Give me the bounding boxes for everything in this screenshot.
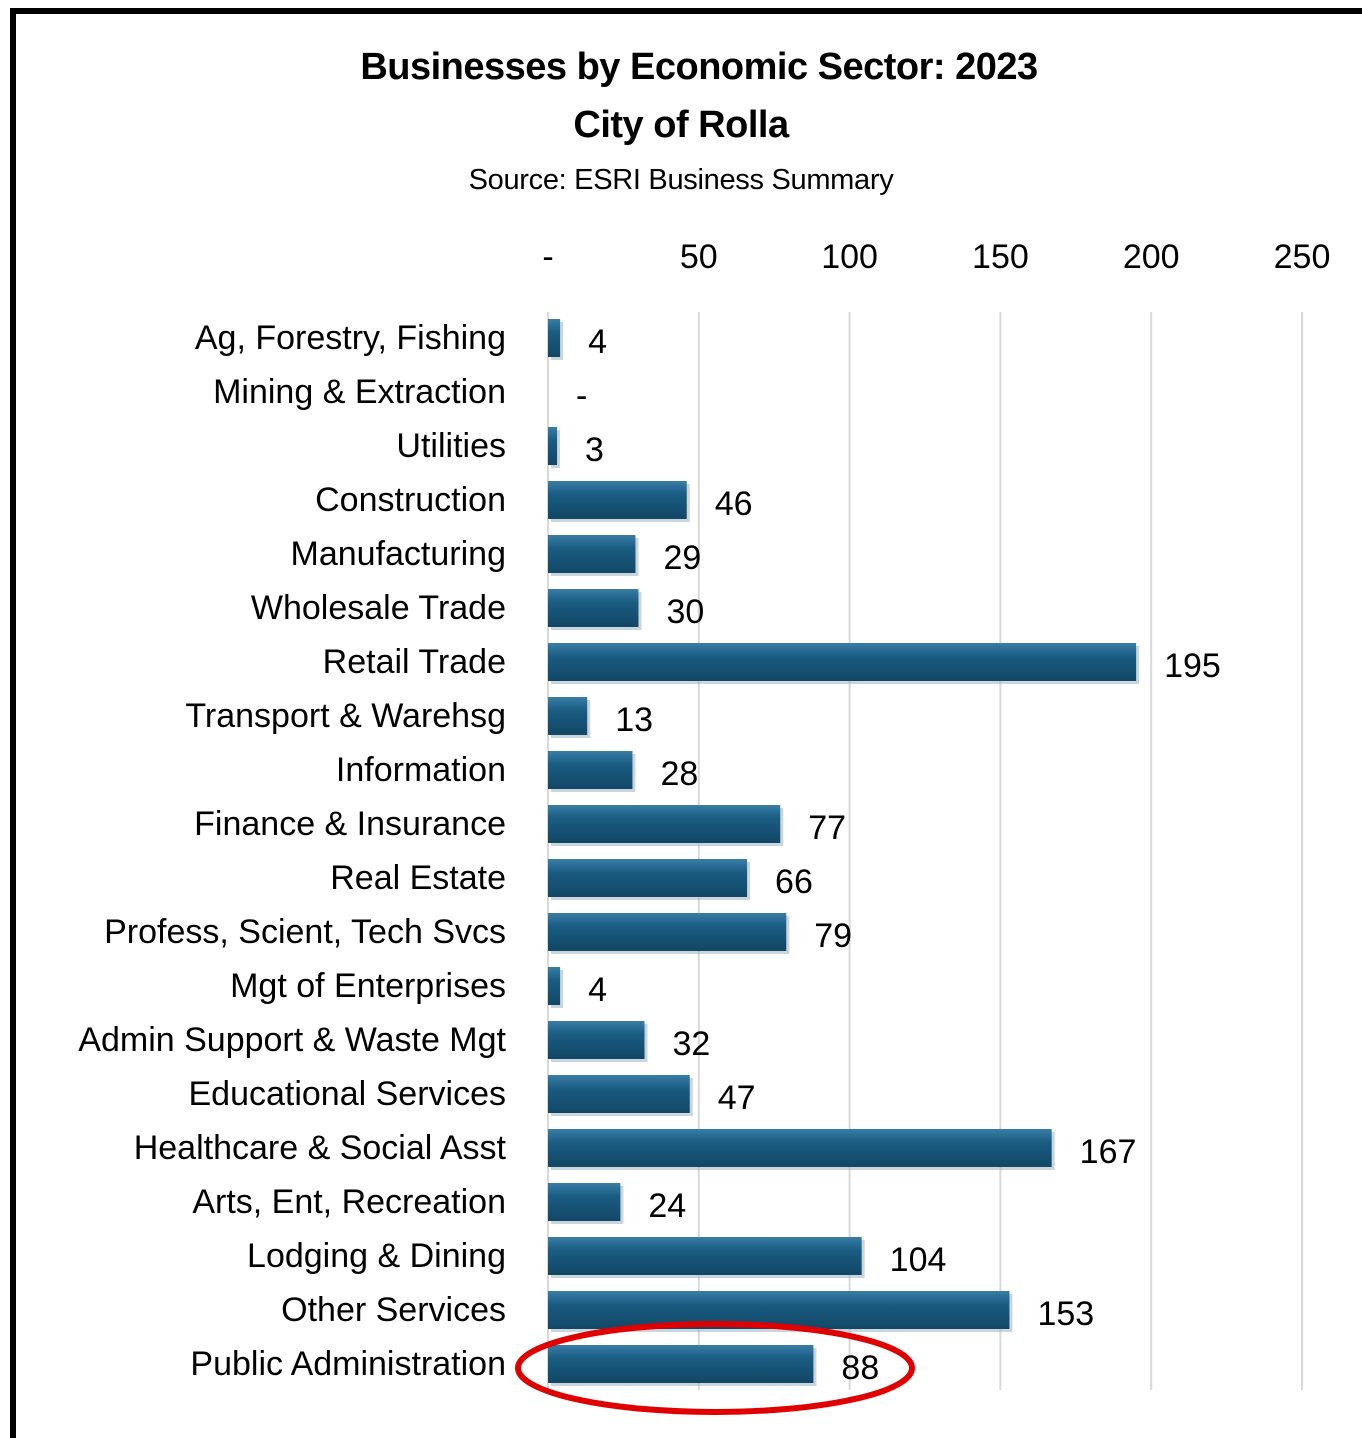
category-label: Wholesale Trade (251, 589, 506, 627)
bar (548, 427, 558, 465)
bar (548, 913, 787, 951)
value-label: 4 (588, 971, 607, 1009)
chart-source: Source: ESRI Business Summary (468, 164, 894, 196)
bar (548, 643, 1137, 681)
bars (548, 319, 1140, 1386)
category-label: Admin Support & Waste Mgt (78, 1021, 506, 1059)
category-label: Transport & Warehsg (185, 697, 506, 735)
category-label: Manufacturing (291, 535, 506, 573)
category-label: Educational Services (188, 1075, 506, 1113)
gridlines (547, 312, 1303, 1390)
value-label: 24 (648, 1187, 686, 1225)
value-label: 30 (666, 593, 704, 631)
bar (548, 967, 561, 1005)
category-label: Utilities (396, 427, 506, 465)
bar (548, 1291, 1010, 1329)
bar (548, 319, 561, 357)
category-label: Profess, Scient, Tech Svcs (104, 913, 506, 951)
x-tick-label: 250 (1274, 238, 1331, 276)
bar (548, 751, 633, 789)
category-labels: Ag, Forestry, Fishing Mining & Extraction… (78, 319, 506, 1383)
value-label: 47 (718, 1079, 756, 1117)
value-label: 32 (673, 1025, 711, 1063)
category-label: Ag, Forestry, Fishing (195, 319, 506, 357)
value-label: 88 (841, 1349, 879, 1387)
value-label: 195 (1164, 647, 1221, 685)
category-label: Arts, Ent, Recreation (192, 1183, 506, 1221)
value-label: 3 (585, 431, 604, 469)
x-tick-label: 150 (972, 238, 1029, 276)
bar (548, 859, 748, 897)
bar (548, 697, 588, 735)
value-label: 46 (715, 485, 753, 523)
category-label: Retail Trade (323, 643, 506, 681)
value-label: - (576, 377, 587, 415)
value-label: 77 (808, 809, 846, 847)
bar (548, 1237, 862, 1275)
x-tick-label: 200 (1123, 238, 1180, 276)
value-label: 104 (890, 1241, 947, 1279)
category-label: Public Administration (190, 1345, 506, 1383)
bar (548, 589, 639, 627)
bar (548, 1075, 690, 1113)
bar (548, 535, 636, 573)
value-label: 28 (660, 755, 698, 793)
highlight-ellipse (515, 1321, 915, 1415)
value-label: 153 (1037, 1295, 1094, 1333)
category-label: Information (336, 751, 506, 789)
bar (548, 1183, 621, 1221)
chart-subtitle: City of Rolla (573, 104, 789, 146)
value-label: 79 (814, 917, 852, 955)
x-axis-ticks: - 50 100 150 200 250 (542, 238, 1330, 276)
bar (548, 1345, 814, 1383)
value-label: 13 (615, 701, 653, 739)
x-tick-label: 50 (680, 238, 718, 276)
value-label: 4 (588, 323, 607, 361)
bar (548, 1129, 1052, 1167)
category-label: Construction (315, 481, 506, 519)
x-tick-label: 100 (821, 238, 878, 276)
value-label: 66 (775, 863, 813, 901)
value-label: 167 (1080, 1133, 1137, 1171)
category-label: Real Estate (330, 859, 506, 897)
value-label: 29 (663, 539, 701, 577)
bar (548, 805, 781, 843)
category-label: Lodging & Dining (247, 1237, 506, 1275)
highlight-annotation (515, 1321, 915, 1415)
bar (548, 481, 687, 519)
category-label: Mgt of Enterprises (230, 967, 506, 1005)
chart-frame (10, 8, 1362, 1438)
chart-title: Businesses by Economic Sector: 2023 (360, 46, 1038, 88)
category-label: Healthcare & Social Asst (134, 1129, 507, 1167)
bar (548, 1021, 645, 1059)
category-label: Other Services (281, 1291, 506, 1329)
category-label: Finance & Insurance (194, 805, 506, 843)
x-tick-label: - (542, 238, 553, 276)
category-label: Mining & Extraction (213, 373, 506, 411)
